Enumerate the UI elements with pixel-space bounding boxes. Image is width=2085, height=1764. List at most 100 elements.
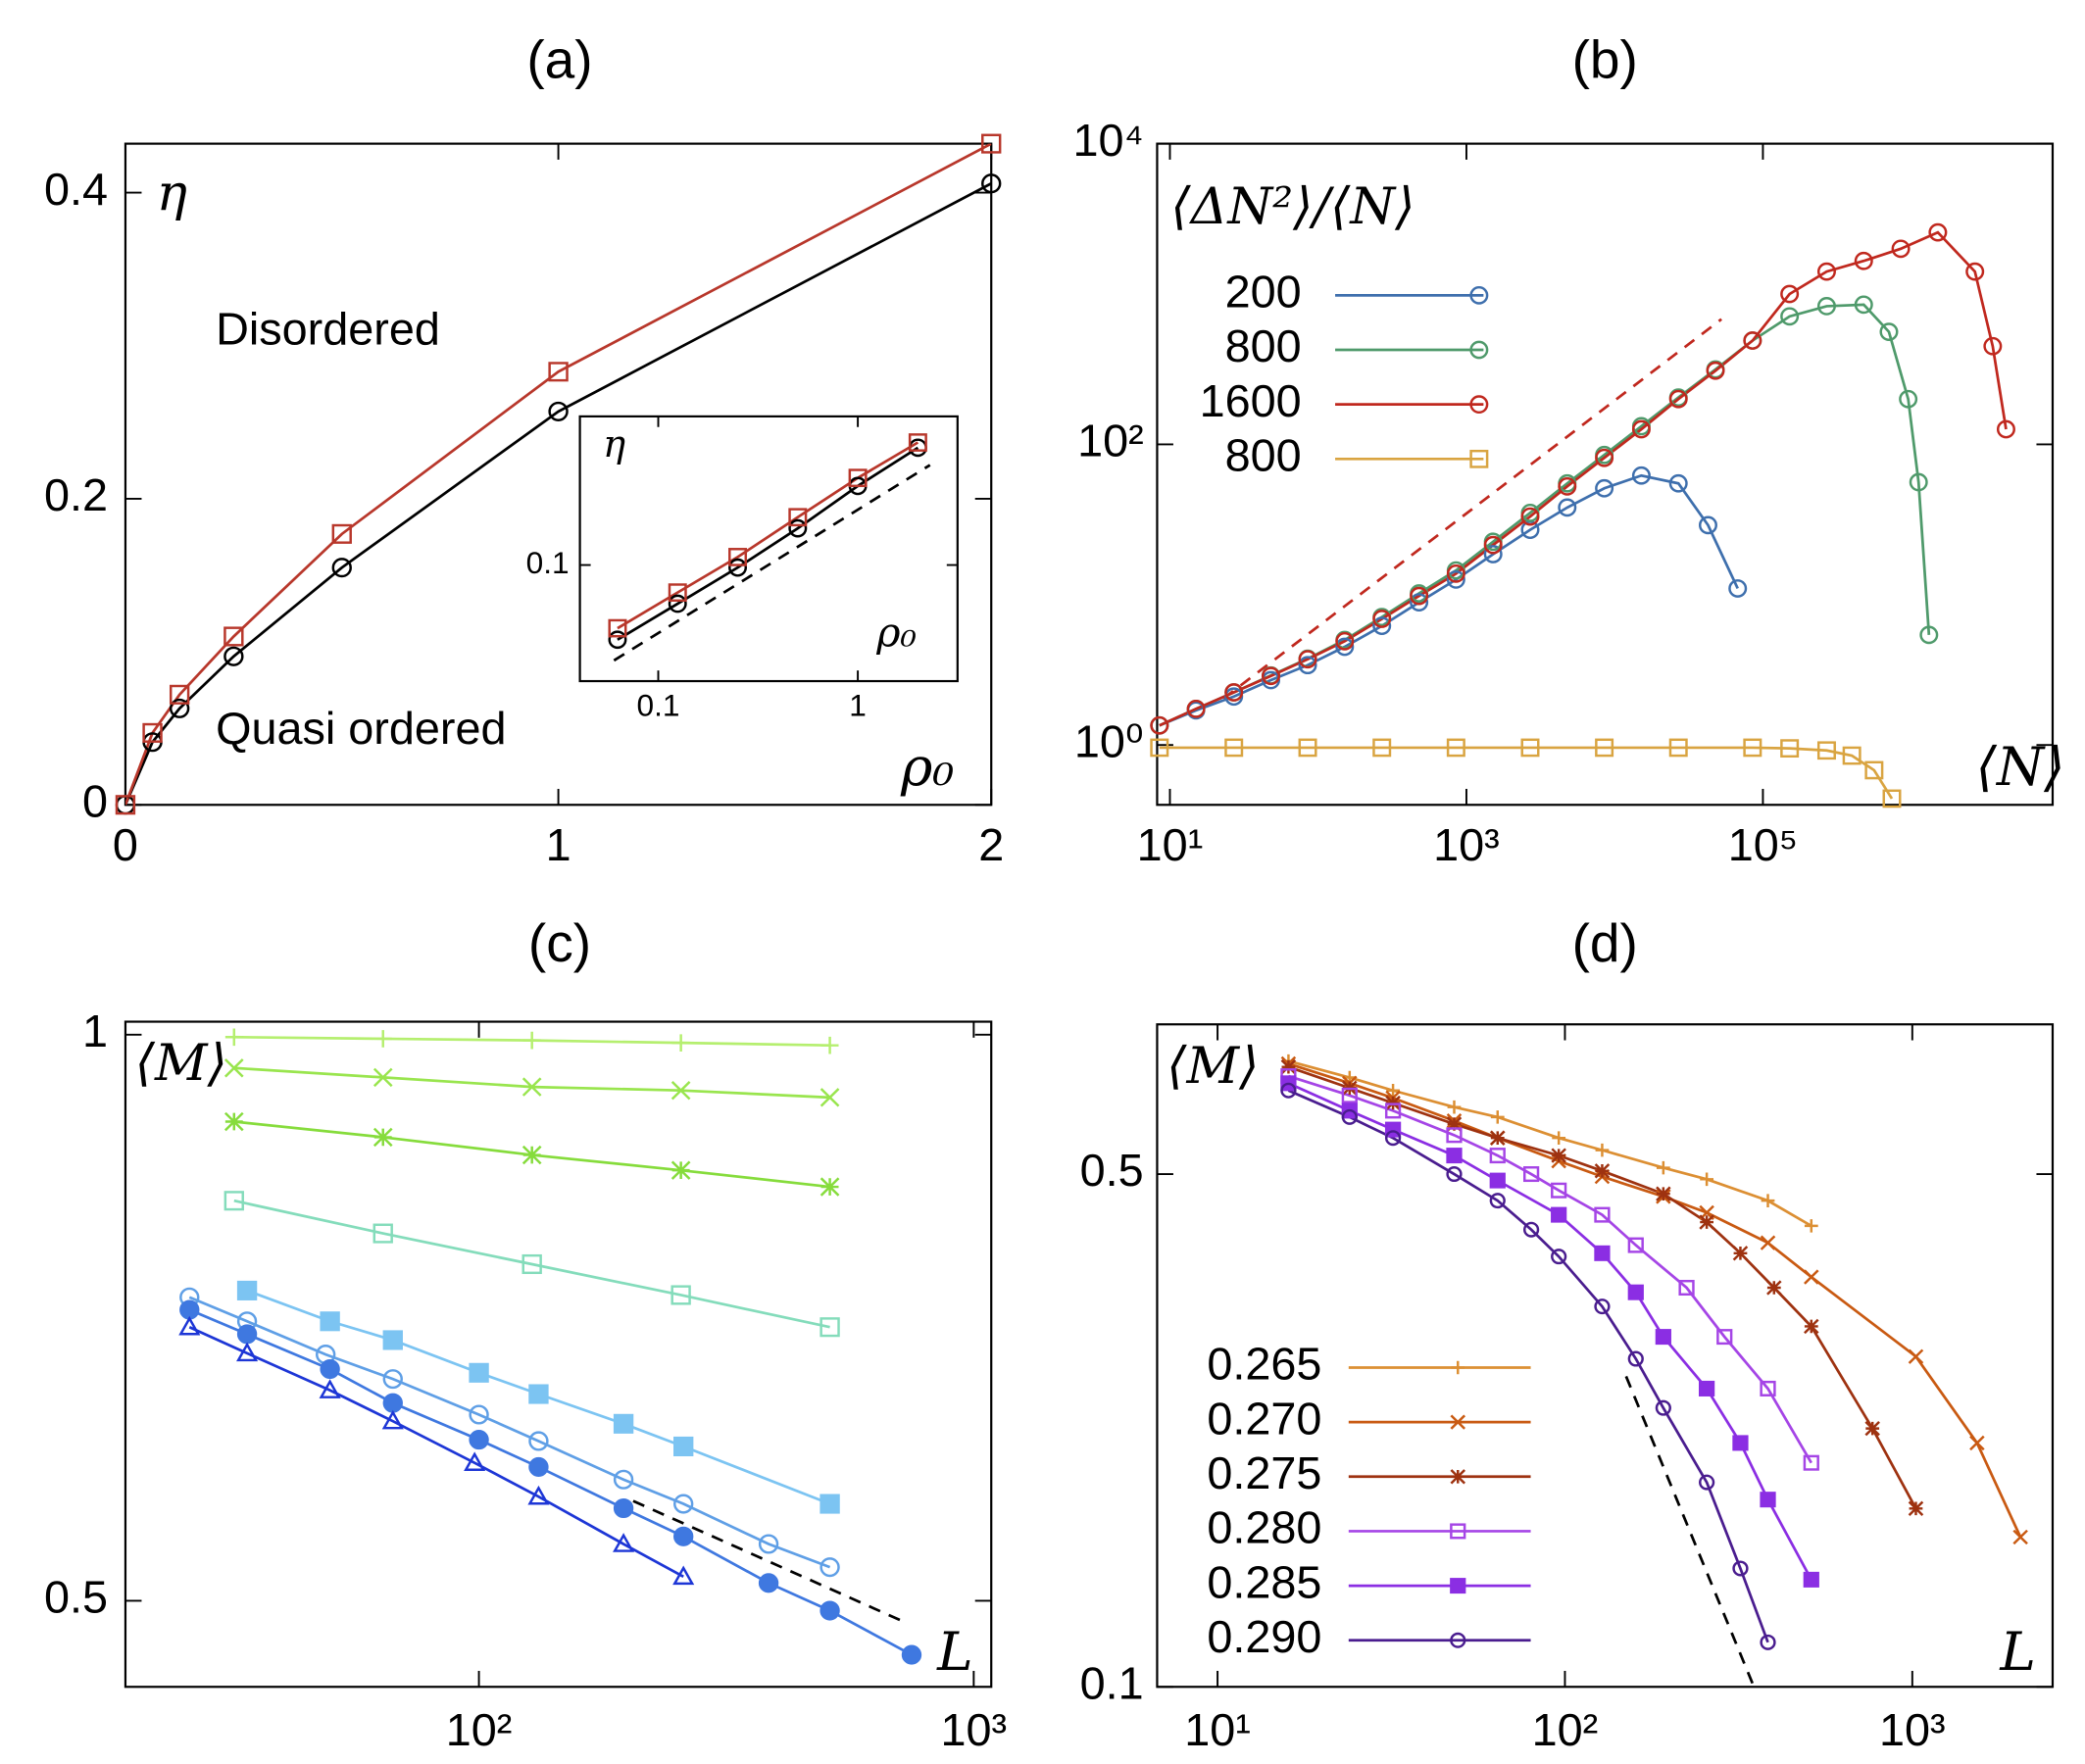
marker (469, 1430, 489, 1450)
marker (115, 795, 136, 815)
marker (469, 1404, 489, 1425)
y-axis-label: η (157, 165, 187, 223)
marker (819, 1557, 840, 1578)
series-line (617, 441, 919, 630)
series-line (1287, 1062, 2022, 1539)
marker (1909, 472, 1928, 492)
y-tick-label: 0.1 (1080, 1658, 1144, 1709)
plot-frame (124, 1020, 993, 1689)
marker (613, 1413, 634, 1434)
marker (1854, 295, 1873, 315)
marker (1627, 1284, 1644, 1300)
marker (1804, 1219, 1818, 1233)
marker (1469, 340, 1489, 360)
x-axis-label: L (936, 1620, 973, 1683)
marker (1668, 738, 1688, 758)
marker (1410, 593, 1429, 612)
marker (1595, 1143, 1610, 1157)
marker (528, 1431, 549, 1451)
marker (1732, 1246, 1749, 1261)
marker (1965, 262, 1985, 281)
marker (381, 1409, 404, 1430)
series-line (246, 1289, 831, 1505)
marker (1522, 1221, 1540, 1238)
marker (236, 1324, 258, 1345)
marker (1450, 1469, 1466, 1485)
marker (223, 1058, 244, 1078)
marker (668, 583, 687, 602)
marker (1451, 1360, 1465, 1375)
inset-x-label: ρ₀ (875, 610, 917, 657)
marker (728, 548, 748, 566)
marker (521, 1077, 542, 1097)
inset-y-label: η (603, 422, 625, 466)
marker (613, 1533, 635, 1552)
marker (981, 173, 1002, 194)
marker (788, 508, 808, 527)
x-tick-label: 1 (849, 689, 867, 723)
marker (1150, 738, 1169, 758)
y-axis-label: ⟨M⟩ (1167, 1037, 1259, 1096)
marker (1372, 610, 1392, 628)
marker (1766, 1280, 1782, 1296)
marker (1631, 466, 1651, 485)
marker (178, 1315, 201, 1336)
x-tick-label: 10³ (1879, 1704, 1946, 1755)
marker (169, 684, 190, 705)
legend-label: 800 (1225, 320, 1302, 371)
x-tick-label: 10¹ (1184, 1704, 1251, 1755)
marker (372, 1127, 393, 1148)
marker (670, 1285, 691, 1305)
marker (1699, 1214, 1714, 1230)
marker (1700, 1172, 1713, 1187)
marker (1594, 1206, 1611, 1223)
marker (142, 722, 163, 743)
marker (788, 518, 808, 538)
marker (1150, 715, 1169, 735)
marker (1446, 1127, 1463, 1144)
marker (320, 1311, 340, 1332)
marker (1372, 738, 1392, 758)
marker (1743, 738, 1762, 758)
marker (1446, 738, 1465, 758)
marker (522, 1031, 541, 1050)
marker (819, 1317, 840, 1338)
marker (1224, 738, 1244, 758)
marker (1280, 1059, 1297, 1075)
series-line (188, 1296, 831, 1569)
marker (331, 558, 352, 578)
marker (673, 1494, 694, 1514)
marker (1864, 760, 1884, 780)
marker (1558, 498, 1577, 517)
x-tick-label: 1 (546, 820, 571, 871)
marker (382, 1393, 403, 1413)
marker (1298, 650, 1317, 669)
marker (382, 1369, 403, 1390)
marker (1469, 285, 1489, 305)
marker (758, 1534, 779, 1554)
marker (1341, 1108, 1358, 1125)
legend-label: 0.285 (1207, 1557, 1321, 1608)
reference-line (632, 1499, 903, 1622)
marker (1668, 389, 1688, 409)
marker (908, 433, 927, 452)
marker (1551, 1182, 1567, 1199)
marker (1551, 1249, 1567, 1265)
chart-title: (a) (526, 30, 592, 90)
marker (1655, 1399, 1671, 1416)
marker (613, 1497, 634, 1519)
marker (1656, 1160, 1670, 1175)
marker (1447, 1100, 1462, 1114)
marker (1489, 1172, 1506, 1189)
marker (521, 1253, 542, 1275)
marker (1552, 1131, 1566, 1145)
marker (1919, 625, 1939, 645)
y-tick-label: 0.2 (44, 469, 108, 520)
marker (1732, 1435, 1749, 1451)
marker (1469, 395, 1489, 415)
x-axis-label: ⟨N⟩ (1976, 736, 2065, 799)
legend-label: 0.280 (1207, 1502, 1321, 1553)
marker (1341, 1087, 1358, 1103)
marker (1969, 1435, 1985, 1451)
marker (1627, 1237, 1644, 1253)
